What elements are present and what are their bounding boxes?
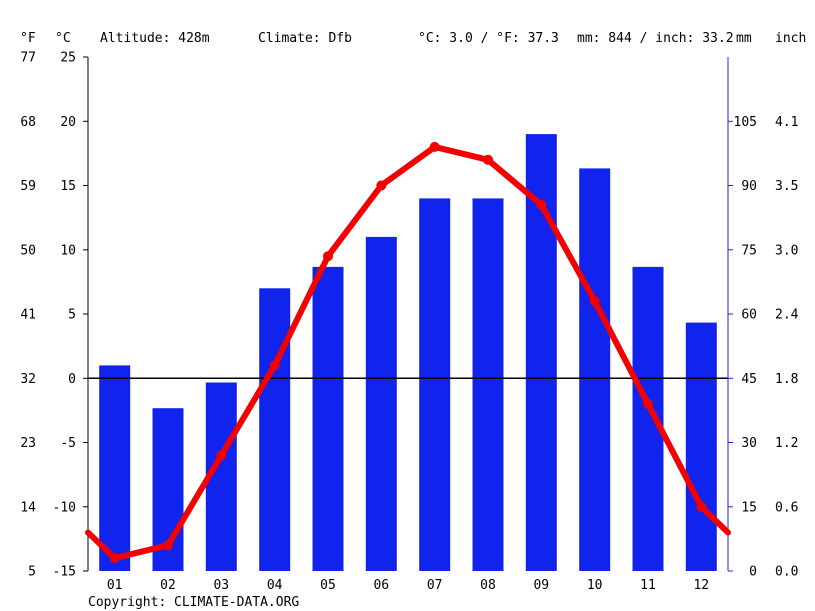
inch-axis-label: 0.6 <box>775 500 798 515</box>
fahrenheit-axis-label: 59 <box>20 179 36 194</box>
copyright-label: Copyright: <box>88 595 166 610</box>
mm-axis-label: 105 <box>734 115 757 130</box>
month-label: 06 <box>373 578 389 593</box>
temperature-point <box>163 540 173 551</box>
mm-axis-label: 75 <box>741 243 757 258</box>
fahrenheit-axis-label: 50 <box>20 243 36 258</box>
month-label: 01 <box>107 578 123 593</box>
temperature-point <box>269 360 280 371</box>
mm-axis-label: 60 <box>741 308 757 323</box>
temperature-point <box>376 180 387 191</box>
celsius-axis-label: -10 <box>53 500 76 515</box>
precip-bar <box>419 198 451 571</box>
inch-axis-label: 2.4 <box>775 308 799 323</box>
celsius-axis-label: 20 <box>60 115 76 130</box>
precip-bar <box>685 322 717 571</box>
precip-bar <box>365 236 397 571</box>
temperature-point <box>109 553 120 564</box>
fahrenheit-axis-label: 23 <box>20 436 36 451</box>
chart-header: °F °C Altitude: 428m Climate: Dfb °C: 3.… <box>20 31 806 46</box>
celsius-axis-label: 15 <box>60 179 76 194</box>
inch-axis-title: inch <box>775 31 806 46</box>
fahrenheit-axis-label: 32 <box>20 372 36 387</box>
precip-bar <box>259 288 291 571</box>
copyright-link[interactable]: CLIMATE-DATA.ORG <box>174 595 299 610</box>
total-precipitation-label: mm: 844 / inch: 33.2 <box>577 31 734 46</box>
month-label: 09 <box>533 578 549 593</box>
month-label: 07 <box>427 578 443 593</box>
mm-axis-label: 45 <box>741 372 757 387</box>
month-label: 05 <box>320 578 336 593</box>
inch-axis-label: 3.5 <box>775 179 798 194</box>
inch-axis-label: 3.0 <box>775 243 798 258</box>
precip-bar <box>99 365 131 571</box>
altitude-label: Altitude: 428m <box>100 31 210 46</box>
month-label: 04 <box>267 578 283 593</box>
temperature-line <box>85 143 731 562</box>
fahrenheit-axis-label: 14 <box>20 500 36 515</box>
precip-bar <box>525 134 557 571</box>
temperature-point <box>483 154 493 165</box>
month-label: 03 <box>213 578 229 593</box>
mm-axis-label: 30 <box>741 436 757 451</box>
celsius-axis-label: -5 <box>60 436 76 451</box>
temperature-point <box>216 450 227 461</box>
month-label: 10 <box>587 578 603 593</box>
month-label: 02 <box>160 578 176 593</box>
month-label: 12 <box>693 578 709 593</box>
celsius-axis-label: -15 <box>53 565 76 580</box>
month-label: 11 <box>640 578 656 593</box>
precip-bar <box>312 266 344 571</box>
fahrenheit-axis-label: 41 <box>20 308 36 323</box>
copyright-row: Copyright: CLIMATE-DATA.ORG <box>88 595 299 610</box>
celsius-axis-label: 25 <box>60 51 76 66</box>
celsius-axis-label: 10 <box>60 243 76 258</box>
inch-axis-label: 4.1 <box>775 115 798 130</box>
temperature-point <box>429 141 440 152</box>
fahrenheit-axis-label: 77 <box>20 51 36 66</box>
celsius-axis-title: °C <box>55 31 71 46</box>
temperature-point <box>536 199 547 210</box>
mm-axis-title: mm <box>736 31 752 46</box>
inch-axis-label: 1.2 <box>775 436 798 451</box>
celsius-axis-label: 0 <box>68 372 76 387</box>
average-temperature-label: °C: 3.0 / °F: 37.3 <box>418 31 559 46</box>
temperature-point <box>589 296 600 307</box>
fahrenheit-axis-label: 5 <box>28 565 36 580</box>
climate-classification-label: Climate: Dfb <box>258 31 352 46</box>
fahrenheit-axis-title: °F <box>20 31 36 46</box>
precip-bar <box>579 168 611 571</box>
temperature-point <box>696 501 707 512</box>
mm-axis-label: 90 <box>741 179 757 194</box>
mm-axis-label: 15 <box>741 500 757 515</box>
month-label: 08 <box>480 578 496 593</box>
celsius-axis-label: 5 <box>68 308 76 323</box>
inch-axis-label: 0.0 <box>775 565 798 580</box>
inch-axis-label: 1.8 <box>775 372 798 387</box>
temperature-point <box>323 251 333 262</box>
mm-axis-label: 0 <box>749 565 757 580</box>
precip-bar <box>472 198 504 571</box>
fahrenheit-axis-label: 68 <box>20 115 36 130</box>
temperature-point <box>643 398 653 409</box>
